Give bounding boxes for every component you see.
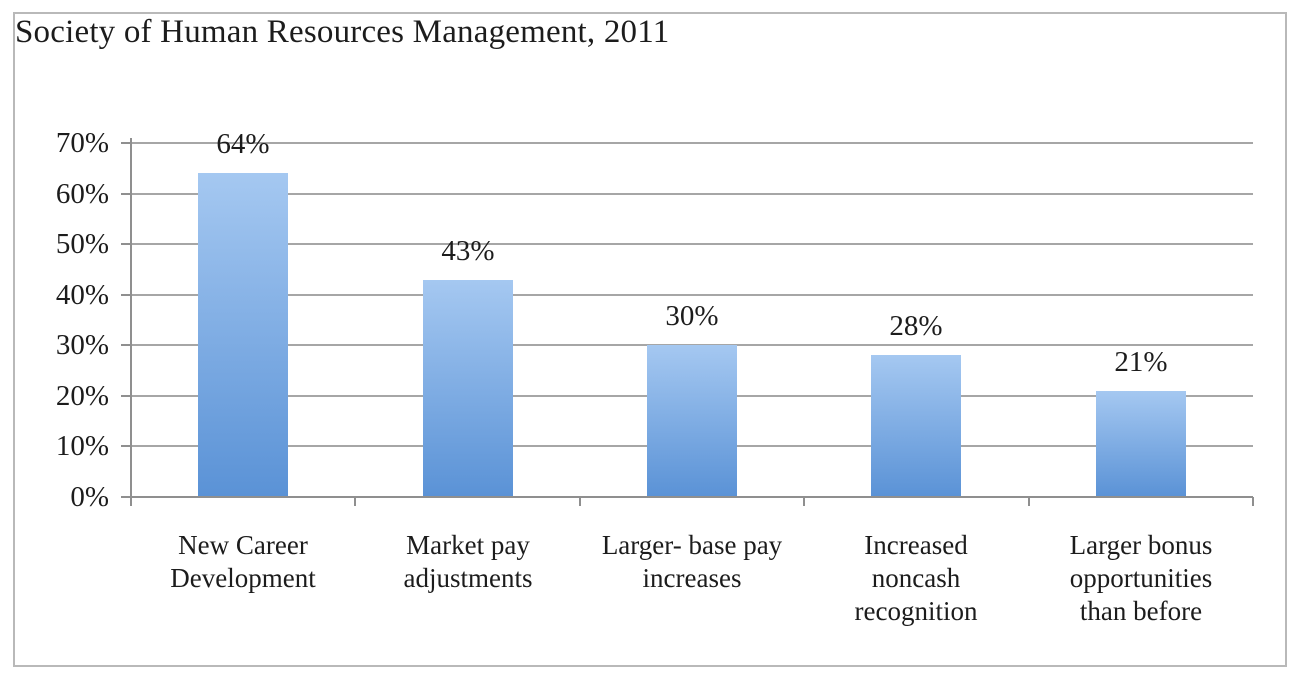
bar-value-label: 28%: [889, 310, 943, 342]
x-category-label: Larger bonus opportunities than before: [1069, 530, 1213, 626]
x-axis-tick: [1252, 497, 1254, 506]
x-axis-line: [131, 496, 1253, 498]
bar: [871, 355, 961, 497]
x-axis-tick: [803, 497, 805, 506]
y-axis-tick: [121, 294, 131, 296]
x-axis-tick: [130, 497, 132, 506]
gridline: [131, 193, 1253, 195]
bar: [198, 173, 288, 497]
bar: [647, 345, 737, 497]
x-category-label: New Career Development: [170, 530, 316, 593]
y-tick-label: 60%: [55, 178, 109, 210]
bar-value-label: 30%: [665, 300, 719, 332]
y-axis-line: [130, 138, 132, 505]
y-tick-label: 10%: [55, 430, 109, 462]
bar: [1096, 391, 1186, 497]
x-category-label: Market pay adjustments: [403, 530, 533, 593]
y-axis-tick: [121, 395, 131, 397]
bar-value-label: 64%: [216, 128, 270, 160]
x-axis-tick: [354, 497, 356, 506]
y-tick-label: 20%: [55, 380, 109, 412]
bar-value-label: 21%: [1114, 346, 1168, 378]
y-tick-label: 40%: [55, 279, 109, 311]
bar-value-label: 43%: [441, 235, 495, 267]
bar: [423, 280, 513, 497]
chart-title: Society of Human Resources Management, 2…: [15, 14, 670, 50]
gridline: [131, 294, 1253, 296]
y-axis-tick: [121, 193, 131, 195]
gridline: [131, 142, 1253, 144]
y-tick-label: 30%: [55, 329, 109, 361]
y-axis-tick: [121, 496, 131, 498]
x-category-label: Larger- base pay increases: [601, 530, 783, 593]
y-tick-label: 70%: [55, 127, 109, 159]
x-category-label: Increased noncash recognition: [854, 530, 978, 626]
y-axis-tick: [121, 243, 131, 245]
y-axis-tick: [121, 344, 131, 346]
x-axis-tick: [1028, 497, 1030, 506]
y-tick-label: 0%: [70, 481, 109, 513]
y-axis-tick: [121, 445, 131, 447]
gridline: [131, 243, 1253, 245]
y-axis-tick: [121, 142, 131, 144]
x-axis-tick: [579, 497, 581, 506]
y-tick-label: 50%: [55, 228, 109, 260]
